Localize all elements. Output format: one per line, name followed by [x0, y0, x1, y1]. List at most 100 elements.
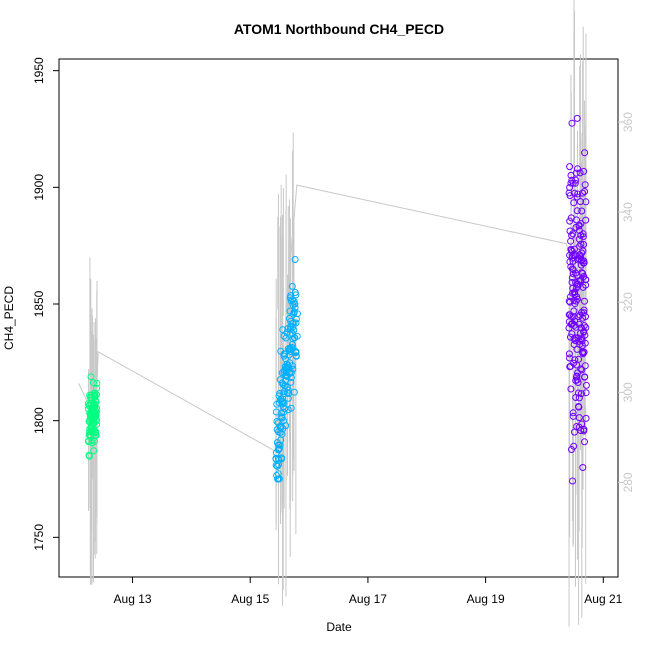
data-point — [574, 295, 581, 303]
data-point — [580, 348, 588, 356]
y2-tick-label: 340 — [621, 202, 635, 222]
data-point — [575, 394, 583, 402]
data-point — [89, 379, 97, 387]
data-point — [569, 477, 576, 485]
data-point — [276, 441, 284, 449]
data-point — [569, 230, 577, 238]
x-axis: Aug 13 Aug 15 Aug 17 Aug 19 Aug 21 — [114, 577, 623, 606]
y-axis: 1750 1800 1850 1900 1950 — [32, 57, 59, 551]
data-point — [582, 313, 589, 321]
data-point — [582, 389, 590, 397]
data-point — [291, 300, 299, 308]
data-point — [93, 391, 101, 399]
data-point — [577, 220, 585, 228]
data-point — [581, 181, 589, 189]
data-point — [577, 427, 585, 434]
data-point — [582, 216, 590, 224]
plot-frame — [58, 58, 619, 578]
data-point — [567, 333, 574, 341]
data-points — [84, 114, 590, 485]
data-point — [573, 193, 581, 201]
data-point — [578, 249, 586, 257]
data-point — [92, 412, 100, 420]
right-axis-line — [78, 184, 580, 452]
data-point — [287, 378, 295, 386]
data-point — [287, 369, 295, 377]
data-point — [568, 265, 576, 273]
y2-axis: 280 300 320 340 360 — [618, 112, 635, 492]
data-point — [566, 163, 574, 171]
data-point — [288, 282, 296, 290]
data-point — [577, 390, 585, 398]
data-point — [577, 198, 584, 206]
data-point — [579, 189, 587, 197]
data-point — [273, 418, 281, 425]
data-point — [281, 405, 289, 413]
data-point — [580, 259, 588, 267]
data-point — [293, 332, 301, 340]
data-point — [292, 348, 300, 356]
data-point — [287, 374, 295, 382]
data-point — [288, 341, 296, 349]
data-point — [582, 198, 590, 206]
data-point — [581, 362, 589, 370]
data-point — [289, 320, 296, 328]
data-point — [87, 373, 95, 381]
data-point — [567, 385, 575, 393]
x-axis-label: Date — [326, 620, 352, 634]
data-point — [579, 464, 587, 471]
chart-title: ATOM1 Northbound CH4_PECD — [234, 21, 444, 37]
data-point — [573, 207, 581, 215]
y-tick-label: 1900 — [32, 174, 46, 201]
data-point — [582, 276, 590, 284]
y2-tick-label: 300 — [621, 382, 635, 402]
data-point — [93, 421, 101, 428]
data-point — [576, 169, 584, 177]
data-point — [93, 404, 100, 412]
x-tick-label: Aug 17 — [349, 592, 387, 606]
x-tick-label: Aug 15 — [231, 592, 269, 606]
data-point — [284, 394, 292, 402]
plot-area — [58, 0, 619, 627]
data-point — [92, 428, 100, 436]
data-point — [582, 381, 590, 389]
y-tick-label: 1800 — [32, 407, 46, 434]
data-point — [580, 167, 588, 175]
data-point — [572, 297, 580, 305]
data-point — [85, 452, 93, 460]
data-point — [573, 114, 581, 122]
data-point — [291, 304, 299, 312]
y-tick-label: 1850 — [32, 290, 46, 317]
data-point — [582, 324, 590, 332]
data-point — [570, 199, 578, 207]
data-point — [573, 372, 581, 380]
data-point — [578, 366, 586, 374]
x-tick-label: Aug 21 — [584, 592, 622, 606]
data-point — [284, 386, 292, 394]
data-point — [93, 379, 101, 387]
data-point — [576, 242, 583, 250]
data-point — [93, 408, 100, 416]
data-point — [274, 470, 282, 478]
data-point — [275, 475, 283, 483]
data-point — [294, 310, 301, 318]
data-point — [580, 328, 588, 335]
data-point — [278, 454, 286, 462]
data-point — [575, 320, 583, 328]
data-point — [572, 284, 580, 292]
data-point — [578, 269, 586, 277]
data-point — [570, 307, 578, 315]
data-point — [581, 188, 589, 195]
data-point — [282, 422, 290, 430]
right-axis-series — [78, 0, 587, 627]
data-point — [287, 404, 295, 412]
data-point — [580, 427, 588, 435]
x-tick-label: Aug 19 — [467, 592, 505, 606]
data-point — [290, 326, 298, 334]
data-point — [570, 442, 578, 450]
data-point — [90, 447, 98, 455]
data-point — [581, 331, 589, 339]
data-point — [580, 306, 588, 314]
data-point — [574, 379, 582, 386]
data-point — [275, 445, 283, 453]
